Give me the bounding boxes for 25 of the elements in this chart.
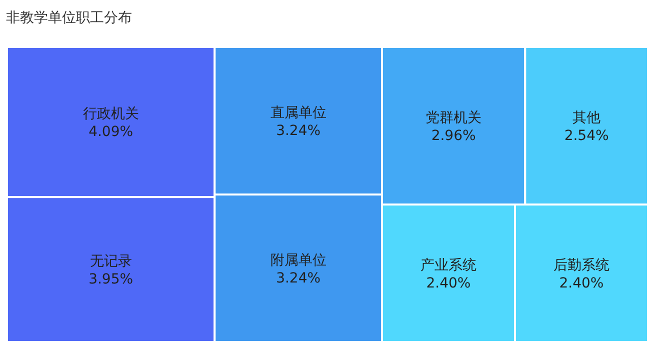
cell: 行政机关 4.09%: [6, 46, 216, 198]
category-label: 其他: [572, 110, 601, 126]
category-label: 产业系统: [420, 257, 476, 274]
data-label: 4.09%: [88, 124, 134, 140]
data-label: 2.40%: [559, 275, 604, 292]
category-label: 附属单位: [270, 252, 326, 268]
category-label: 直属单位: [270, 104, 326, 121]
cell: 无记录 3.95%: [6, 196, 216, 343]
data-label: 2.40%: [426, 275, 471, 292]
cell: 党群机关 2.96%: [381, 46, 526, 206]
text: 非教学单位职工分布: [6, 10, 132, 26]
data-label: 3.24%: [276, 122, 321, 139]
category-label: 无记录: [90, 254, 132, 270]
data-label: 2.96%: [431, 128, 476, 144]
category-label: 党群机关: [426, 110, 482, 126]
data-label: 2.54%: [564, 128, 609, 144]
cell: 其他 2.54%: [524, 46, 649, 206]
category-label: 后勤系统: [554, 257, 610, 274]
cell: 后勤系统 2.40%: [514, 204, 649, 343]
cell: 附属单位 3.24%: [214, 194, 383, 343]
category-label: 行政机关: [82, 106, 139, 122]
data-label: 3.24%: [276, 270, 321, 286]
cell: 直属单位 3.24%: [214, 46, 383, 196]
data-label: 3.95%: [88, 272, 134, 288]
cell: 产业系统 2.40%: [381, 204, 516, 343]
